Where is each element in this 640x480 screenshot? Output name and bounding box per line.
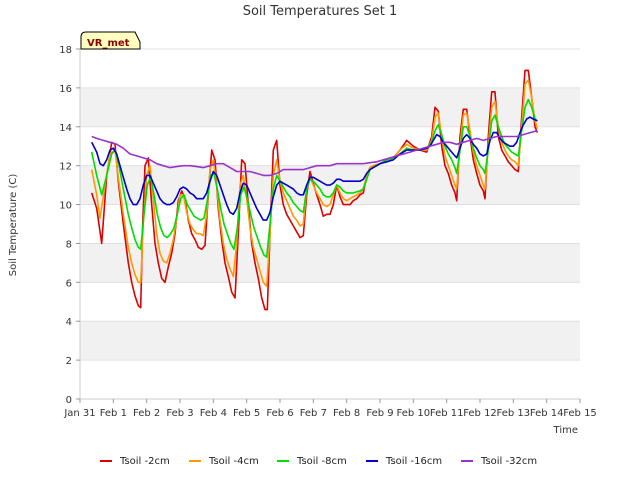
axes <box>79 49 580 400</box>
legend-label: Tsoil -8cm <box>296 456 347 467</box>
x-tick-label: Feb 5 <box>233 408 260 419</box>
series-line-3 <box>90 116 538 221</box>
legend-item-1: Tsoil -4cm <box>189 456 259 467</box>
y-tick-label: 16 <box>59 84 72 95</box>
legend-item-4: Tsoil -32cm <box>461 456 537 467</box>
y-tick-label: 8 <box>66 239 72 250</box>
y-axis-ticks: 0 2 4 6 8 10 12 14 16 18 <box>59 45 80 406</box>
grid-band-0 <box>80 321 580 361</box>
legend-label: Tsoil -2cm <box>119 456 170 467</box>
badge-label: VR_met <box>87 38 130 49</box>
x-tick-label: Feb 9 <box>366 408 393 419</box>
x-tick-label: Feb 6 <box>266 408 293 419</box>
x-tick-label: Feb 8 <box>333 408 360 419</box>
grid-band-3 <box>80 87 580 127</box>
x-tick-label: Feb 13 <box>497 408 531 419</box>
series-line-2 <box>90 98 538 258</box>
legend-label: Tsoil -4cm <box>208 456 259 467</box>
legend-label: Tsoil -32cm <box>480 456 537 467</box>
chart-title: Soil Temperatures Set 1 <box>243 4 398 19</box>
y-tick-label: 4 <box>66 317 72 328</box>
legend-item-3: Tsoil -16cm <box>366 456 442 467</box>
y-tick-label: 18 <box>59 45 72 56</box>
x-tick-label: Feb 4 <box>200 408 227 419</box>
y-axis-title: Soil Temperature (C) <box>8 174 19 277</box>
x-tick-label: Feb 3 <box>166 408 193 419</box>
x-tick-label: Feb 2 <box>133 408 160 419</box>
x-tick-label: Feb 15 <box>563 408 597 419</box>
y-tick-label: 10 <box>59 201 72 212</box>
y-tick-label: 0 <box>66 395 72 406</box>
x-tick-label: Feb 7 <box>300 408 327 419</box>
y-tick-label: 2 <box>66 356 72 367</box>
y-tick-label: 6 <box>66 278 72 289</box>
legend: Tsoil -2cm Tsoil -4cm Tsoil -8cm Tsoil -16c… <box>100 456 537 467</box>
x-axis-title: Time <box>553 425 578 436</box>
y-tick-label: 12 <box>59 162 72 173</box>
vr-met-badge: VR_met <box>80 31 141 50</box>
x-tick-label: Feb 10 <box>397 408 431 419</box>
legend-item-2: Tsoil -8cm <box>277 456 347 467</box>
badge-shape <box>80 31 141 50</box>
legend-item-0: Tsoil -2cm <box>100 456 170 467</box>
y-tick-label: 14 <box>59 123 72 134</box>
grid-band-1 <box>80 243 580 283</box>
x-tick-label: Feb 14 <box>530 408 564 419</box>
x-tick-label: Jan 31 <box>63 408 95 419</box>
x-tick-label: Feb 11 <box>430 408 464 419</box>
x-tick-label: Feb 12 <box>463 408 497 419</box>
x-axis-ticks: Jan 31 Feb 1 Feb 2 Feb 3 Feb 4 Feb 5 Feb 6 Feb … <box>63 399 597 419</box>
series-layer <box>90 69 539 311</box>
x-tick-label: Feb 1 <box>100 408 127 419</box>
legend-label: Tsoil -16cm <box>385 456 442 467</box>
series-line-4 <box>91 129 538 177</box>
